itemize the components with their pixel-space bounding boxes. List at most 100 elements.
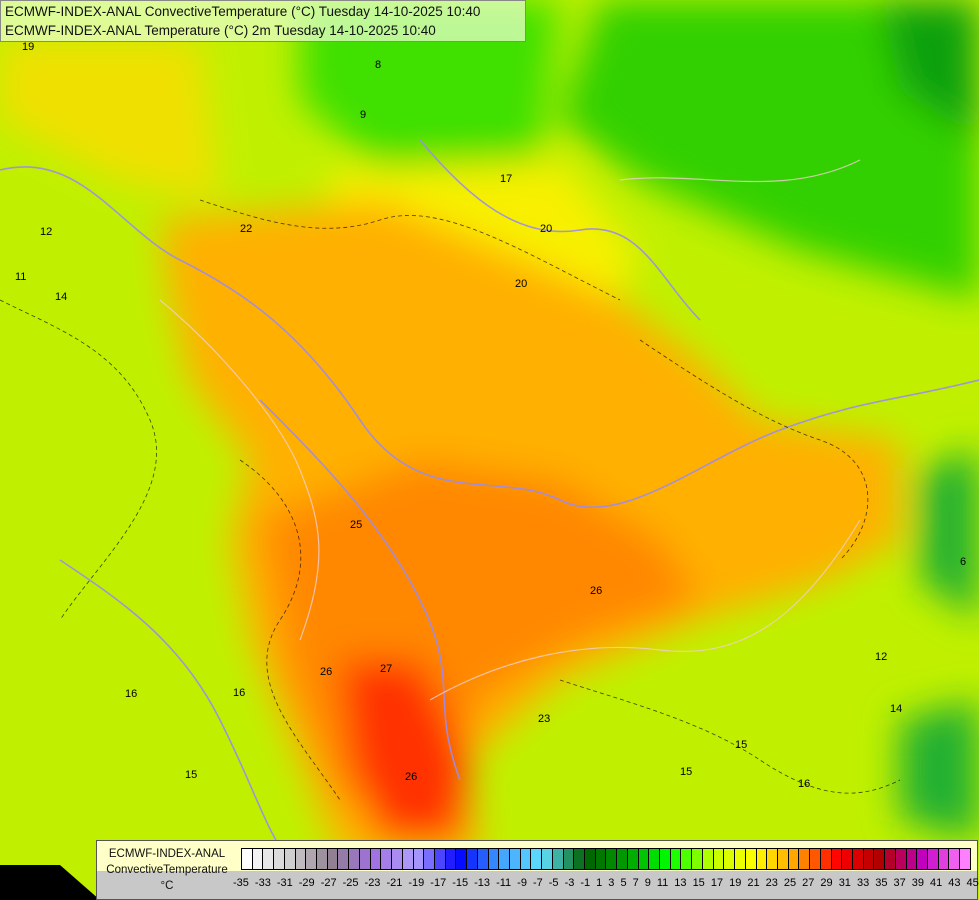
tick-label: 19 [729, 877, 742, 889]
color-swatch [906, 849, 918, 869]
contour-label: 17 [500, 173, 512, 185]
color-swatch [756, 849, 768, 869]
color-swatch [467, 849, 478, 869]
tick-label: 3 [608, 877, 615, 889]
contour-label: 26 [320, 666, 332, 678]
color-swatch [745, 849, 757, 869]
tick-label: -33 [254, 877, 271, 889]
tick-label: 21 [747, 877, 760, 889]
color-swatch [938, 849, 950, 869]
color-swatch [499, 849, 510, 869]
contour-label: 16 [798, 778, 810, 790]
color-swatch [724, 849, 736, 869]
color-swatch [713, 849, 725, 869]
color-swatch [895, 849, 907, 869]
color-swatch [488, 849, 500, 869]
color-swatch [820, 849, 832, 869]
contour-label: 27 [380, 663, 392, 675]
color-swatch [574, 849, 585, 869]
color-swatch [370, 849, 382, 869]
color-swatch [338, 849, 350, 869]
color-swatch [542, 849, 553, 869]
color-swatch [563, 849, 575, 869]
color-swatch [317, 849, 328, 869]
contour-label: 11 [15, 271, 26, 283]
color-swatch [306, 849, 318, 869]
tick-label: 35 [875, 877, 888, 889]
tick-label: 39 [911, 877, 924, 889]
tick-label: 41 [930, 877, 943, 889]
tick-label: -21 [386, 877, 403, 889]
color-swatch [810, 849, 821, 869]
tick-label: -27 [320, 877, 337, 889]
contour-label: 15 [680, 766, 692, 778]
contour-label: 19 [22, 41, 34, 53]
title-2m-temperature: ECMWF-INDEX-ANAL Temperature (°C) 2m Tue… [5, 23, 436, 38]
contour-label: 15 [185, 769, 197, 781]
color-swatch [638, 849, 650, 869]
color-swatch [606, 849, 618, 869]
color-swatch [263, 849, 275, 869]
color-swatch [359, 849, 371, 869]
tick-label: 45 [966, 877, 979, 889]
tick-label: 5 [620, 877, 627, 889]
tick-label: 31 [838, 877, 851, 889]
color-swatch [928, 849, 939, 869]
tick-label: -5 [548, 877, 559, 889]
color-legend: ECMWF-INDEX-ANAL ConvectiveTemperature °… [96, 840, 979, 900]
tick-label: -3 [564, 877, 575, 889]
contour-label: 12 [40, 226, 52, 238]
color-swatch [284, 849, 296, 869]
tick-label: -11 [496, 877, 512, 889]
contour-label: 20 [515, 278, 527, 290]
color-swatch [788, 849, 800, 869]
color-swatch [477, 849, 489, 869]
legend-unit: °C [160, 880, 174, 892]
tick-label: 17 [710, 877, 724, 889]
color-swatch [585, 849, 596, 869]
tick-label: 29 [820, 877, 833, 889]
title-convective-temperature: ECMWF-INDEX-ANAL ConvectiveTemperature (… [5, 4, 481, 19]
tick-label: 11 [656, 877, 669, 889]
tick-label: -1 [580, 877, 591, 889]
color-swatch [445, 849, 457, 869]
color-swatch [552, 849, 564, 869]
tick-label: 1 [596, 877, 603, 889]
tick-label: -31 [276, 877, 293, 889]
tick-label: 13 [674, 877, 687, 889]
color-swatch [863, 849, 875, 869]
color-swatch [831, 849, 843, 869]
tick-label: 43 [948, 877, 961, 889]
color-scale-ticks: -35 -33 -31 -29 -27 -25 -23 -21 -19 -17 -15 -13 -11-… [233, 877, 979, 889]
color-swatch [456, 849, 468, 869]
color-swatch [649, 849, 661, 869]
contour-label: 26 [405, 771, 417, 783]
tick-label: -15 [452, 877, 469, 889]
tick-label: -13 [474, 877, 491, 889]
color-swatch [917, 849, 928, 869]
legend-parameter: ConvectiveTemperature [106, 864, 228, 876]
tick-label: -19 [408, 877, 425, 889]
color-swatch [660, 849, 671, 869]
contour-label: 22 [240, 223, 252, 235]
contour-label: 14 [55, 291, 67, 303]
tick-label: 7 [632, 877, 639, 889]
color-swatch [874, 849, 886, 869]
tick-label: 37 [893, 877, 906, 889]
color-swatch [327, 849, 339, 869]
color-swatch [681, 849, 693, 869]
color-swatch [885, 849, 896, 869]
tick-label: 23 [765, 877, 778, 889]
color-swatch [531, 849, 543, 869]
tick-label: -35 [233, 877, 249, 889]
contour-label: 26 [590, 585, 602, 597]
map-title-box: ECMWF-INDEX-ANAL ConvectiveTemperature (… [0, 0, 526, 42]
color-swatch [349, 849, 360, 869]
color-swatch [670, 849, 682, 869]
color-swatch [424, 849, 435, 869]
color-swatch [381, 849, 393, 869]
color-swatch [692, 849, 703, 869]
contour-label: 8 [375, 59, 381, 71]
contour-label: 14 [890, 703, 902, 715]
color-swatch [702, 849, 714, 869]
